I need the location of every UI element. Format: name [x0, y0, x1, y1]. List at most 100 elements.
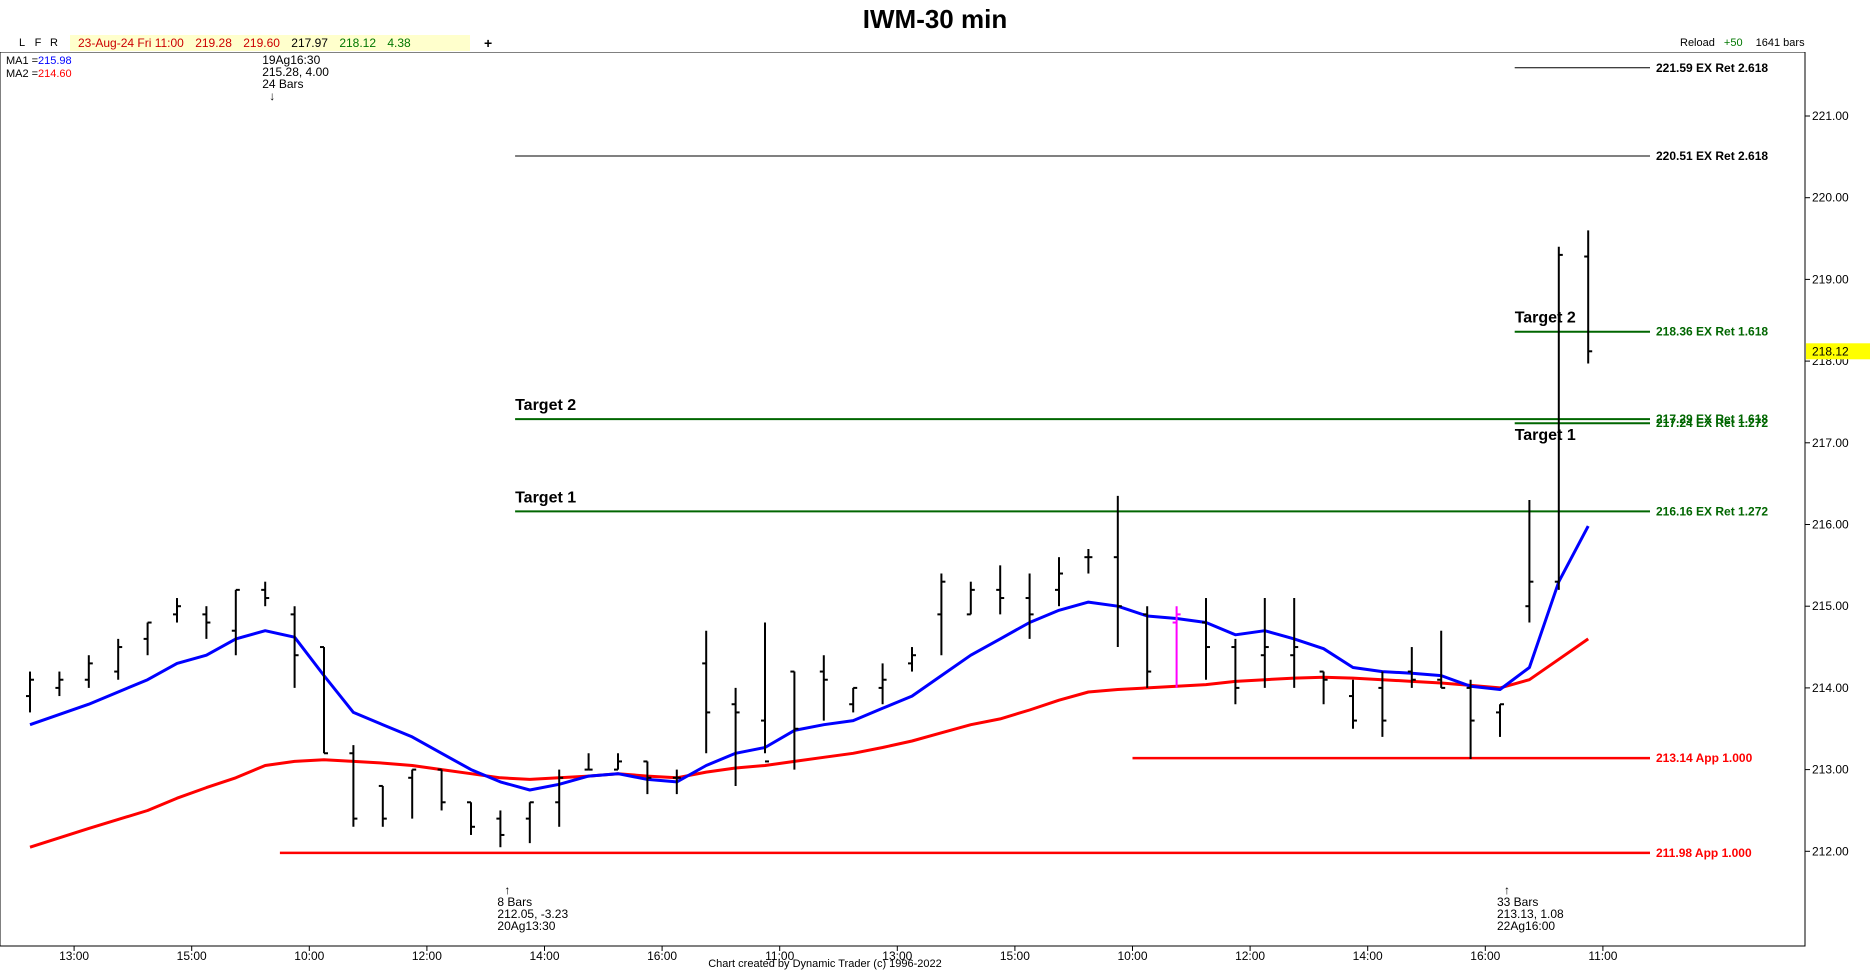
- ohlc-bar-50: [1496, 703, 1504, 737]
- annotation-line: 215.28, 4.00: [262, 65, 329, 79]
- low-value: 217.97: [291, 36, 328, 50]
- annotation-line: 33 Bars: [1497, 895, 1538, 909]
- last-price-box: [1806, 343, 1870, 360]
- target-label-2: Target 2: [1515, 310, 1576, 327]
- annotation-line: 22Ag16:00: [1497, 919, 1555, 933]
- ohlc-bar-43: [1290, 598, 1299, 688]
- ohlc-bar-12: [378, 784, 387, 827]
- reload-button[interactable]: Reload: [1680, 37, 1715, 49]
- x-tick-label-0: 13:00: [59, 949, 89, 963]
- ohlc-bar-4: [143, 621, 152, 656]
- level-label-0: 221.59 EX Ret 2.618: [1656, 61, 1768, 75]
- y-tick-label-7: 219.00: [1812, 272, 1849, 286]
- ma2-label: MA2 =: [6, 68, 38, 80]
- ohlc-bar-38: [1143, 606, 1152, 688]
- close-value: 218.12: [339, 36, 377, 50]
- ma1-label: MA1 =: [6, 55, 38, 67]
- ohlc-bar-9: [290, 606, 299, 688]
- ohlc-bar-0: [26, 671, 34, 713]
- ohlc-bar-51: [1525, 499, 1534, 623]
- last-price-label: 218.12: [1812, 344, 1849, 358]
- ohlc-bar-35: [1055, 557, 1063, 607]
- ohlc-bar-52: [1554, 246, 1563, 590]
- add-button[interactable]: +: [484, 35, 493, 51]
- x-tick-label-4: 14:00: [529, 949, 559, 963]
- ohlc-bar-10: [320, 646, 328, 755]
- last-price-marker: 218.12: [1806, 343, 1870, 360]
- ohlc-bars: [26, 230, 1593, 848]
- chart-title: IWM-30 min: [862, 4, 1008, 34]
- y-tick-label-1: 213.00: [1812, 763, 1849, 777]
- target-label-0: Target 2: [515, 397, 576, 414]
- ohlc-bar-42: [1260, 598, 1269, 688]
- plus50-button[interactable]: +50: [1723, 37, 1743, 49]
- ohlc-bar-11: [349, 745, 358, 827]
- toolbar: L F R 23-Aug-24 Fri 11:00 219.28 219.60 …: [0, 34, 1810, 52]
- ohlc-bar-15: [467, 801, 475, 835]
- ohlc-bar-14: [437, 768, 446, 811]
- annotation-line: 24 Bars: [262, 77, 303, 91]
- level-label-7: 211.98 App 1.000: [1656, 846, 1752, 860]
- ohlc-bar-28: [849, 686, 858, 713]
- ohlc-bar-13: [408, 768, 417, 819]
- ohlc-bar-17: [525, 801, 534, 844]
- level-label-6: 213.14 App 1.000: [1656, 751, 1753, 765]
- y-tick-label-0: 212.00: [1812, 844, 1849, 858]
- l-button[interactable]: L: [18, 37, 26, 49]
- ohlc-bar-44: [1319, 670, 1328, 705]
- annotation-line: ↑: [504, 883, 510, 897]
- ohlc-bar-49: [1466, 679, 1475, 759]
- annotation-line: 212.05, -3.23: [497, 907, 568, 921]
- ohlc-bar-46: [1378, 671, 1387, 737]
- level-label-1: 220.51 EX Ret 2.618: [1656, 149, 1768, 163]
- x-tick-label-12: 16:00: [1470, 949, 1500, 963]
- ohlc-bar-27: [819, 655, 828, 721]
- ma1-value: 215.98: [38, 55, 72, 67]
- x-tick-label-6: 11:00: [765, 949, 794, 963]
- ohlc-bar-6: [202, 606, 211, 639]
- ma1-line: [29, 525, 1590, 792]
- ohlc-readout: 23-Aug-24 Fri 11:00 219.28 219.60 217.97…: [70, 35, 470, 51]
- ohlc-bar-47: [1407, 647, 1416, 688]
- bar-count: 1641 bars: [1755, 37, 1805, 49]
- r-button[interactable]: R: [50, 37, 58, 49]
- level-label-5: 216.16 EX Ret 1.272: [1656, 504, 1768, 518]
- bar-date: 23-Aug-24 Fri 11:00: [78, 36, 184, 50]
- ohlc-bar-41: [1231, 638, 1240, 705]
- ohlc-bar-30: [908, 647, 916, 672]
- ohlc-bar-24: [731, 687, 740, 786]
- ohlc-bar-20: [614, 753, 622, 771]
- ohlc-bar-48: [1437, 630, 1446, 689]
- ohlc-bar-18: [555, 769, 564, 827]
- target-label-3: Target 1: [1515, 427, 1576, 444]
- ohlc-bar-31: [937, 573, 946, 656]
- annotation-line: ↑: [1504, 883, 1510, 897]
- ohlc-bar-3: [114, 638, 123, 680]
- moving-averages: [29, 525, 1590, 849]
- annotation-line: 213.13, 1.08: [1497, 907, 1564, 921]
- plot-border: [0, 52, 1806, 947]
- ohlc-bar-40: [1202, 598, 1210, 680]
- ma2-line: [29, 637, 1590, 849]
- level-label-3: 217.29 EX Ret 1.618: [1656, 412, 1768, 426]
- annotation-line: 20Ag13:30: [497, 919, 555, 933]
- ma2-value: 214.60: [38, 68, 72, 80]
- ohlc-bar-45: [1349, 679, 1357, 729]
- y-tick-label-8: 220.00: [1812, 191, 1849, 205]
- y-tick-label-5: 217.00: [1812, 436, 1849, 450]
- price-chart[interactable]: 221.59 EX Ret 2.618 220.51 EX Ret 2.618 21…: [0, 52, 1870, 974]
- ohlc-bar-5: [173, 598, 181, 623]
- ohlc-bar-16: [496, 810, 505, 848]
- f-button[interactable]: F: [34, 37, 42, 49]
- x-tick-label-2: 10:00: [294, 949, 324, 963]
- reload-area: Reload +50 1641 bars: [1680, 35, 1810, 51]
- ohlc-bar-29: [878, 663, 887, 705]
- ohlc-bar-7: [231, 588, 240, 656]
- ohlc-bar-53: [1584, 230, 1593, 364]
- change-value: 4.38: [387, 36, 411, 50]
- ohlc-bar-34: [1025, 573, 1034, 639]
- high-value: 219.60: [243, 36, 280, 50]
